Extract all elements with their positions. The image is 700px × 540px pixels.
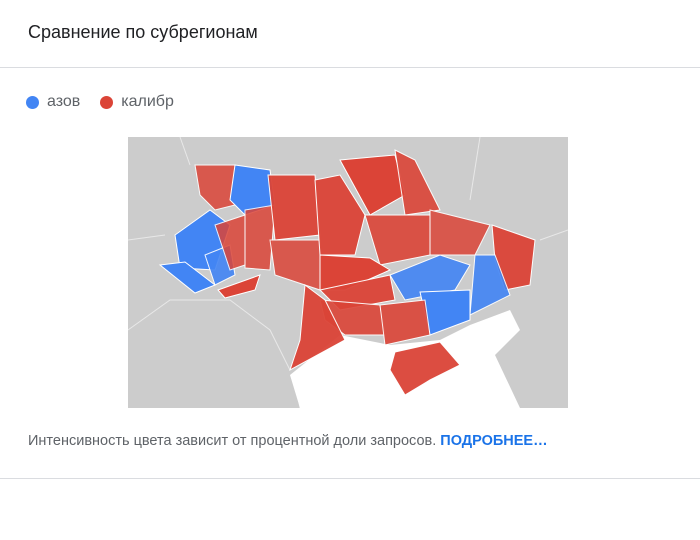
region[interactable]	[217, 274, 261, 299]
legend-dot	[100, 95, 114, 109]
divider	[0, 478, 700, 479]
legend-label: калибр	[121, 93, 174, 110]
region[interactable]	[314, 174, 366, 256]
region[interactable]	[389, 254, 471, 301]
card-title: Сравнение по субрегионам	[28, 22, 258, 42]
divider	[0, 67, 700, 68]
region[interactable]	[244, 204, 276, 271]
map	[128, 137, 568, 408]
legend-item[interactable]: азов	[26, 93, 80, 111]
legend-label: азов	[47, 93, 81, 110]
region[interactable]	[289, 284, 346, 372]
region[interactable]	[194, 164, 236, 211]
region[interactable]	[394, 149, 441, 216]
legend-item[interactable]: калибр	[100, 93, 174, 111]
regions	[158, 149, 536, 396]
legend: азов калибр	[26, 93, 174, 111]
legend-dot	[26, 95, 39, 109]
region[interactable]	[469, 254, 511, 316]
region[interactable]	[491, 224, 536, 291]
more-link[interactable]: ПОДРОБНЕЕ…	[440, 433, 548, 449]
footnote: Интенсивность цвета зависит от процентно…	[28, 433, 548, 449]
region[interactable]	[267, 174, 321, 241]
region[interactable]	[389, 341, 461, 396]
region[interactable]	[379, 299, 431, 346]
footnote-text: Интенсивность цвета зависит от процентно…	[28, 433, 437, 449]
